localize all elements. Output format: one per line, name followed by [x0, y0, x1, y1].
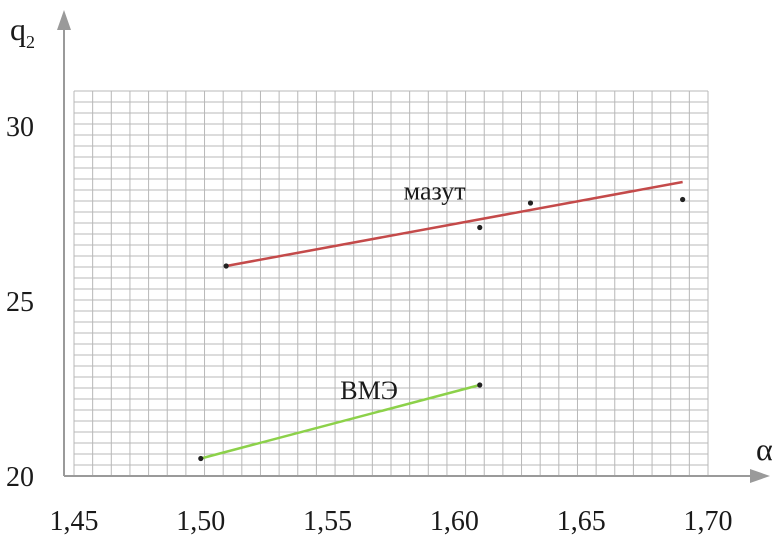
tick-labels: 1,45 1,50 1,55 1,60 1,65 1,70 20 25 30: [6, 112, 733, 537]
series-label-vme: ВМЭ: [340, 376, 398, 405]
x-tick-label: 1,55: [303, 506, 352, 537]
series: мазут ВМЭ: [198, 177, 686, 462]
data-point-mazut: [477, 224, 483, 231]
data-point-mazut: [527, 200, 534, 206]
x-tick-label: 1,70: [684, 506, 733, 537]
x-tick-label: 1,65: [557, 506, 606, 537]
data-point-vme: [477, 382, 483, 388]
y-axis-title-subscript: 2: [26, 32, 35, 52]
x-tick-label: 1,45: [50, 506, 99, 537]
series-mazut: мазут: [223, 177, 686, 269]
y-tick-label: 25: [6, 287, 34, 318]
series-label-mazut: мазут: [404, 177, 466, 206]
y-axis-title: q2: [10, 11, 35, 52]
data-point-mazut: [223, 263, 229, 269]
x-axis-arrow-icon: [750, 469, 770, 483]
x-tick-label: 1,50: [176, 506, 225, 537]
series-vme: ВМЭ: [198, 376, 483, 462]
axes: [57, 10, 770, 483]
data-point-vme: [198, 455, 204, 462]
series-line-vme: [200, 383, 481, 460]
x-tick-label: 1,60: [430, 506, 479, 537]
y-tick-label: 30: [6, 112, 34, 143]
y-tick-label: 20: [6, 462, 34, 493]
grid: [73, 90, 709, 477]
data-point-mazut: [680, 196, 686, 203]
y-axis-arrow-icon: [57, 10, 71, 30]
x-axis-title: α: [756, 431, 773, 467]
series-line-mazut: [225, 180, 683, 268]
